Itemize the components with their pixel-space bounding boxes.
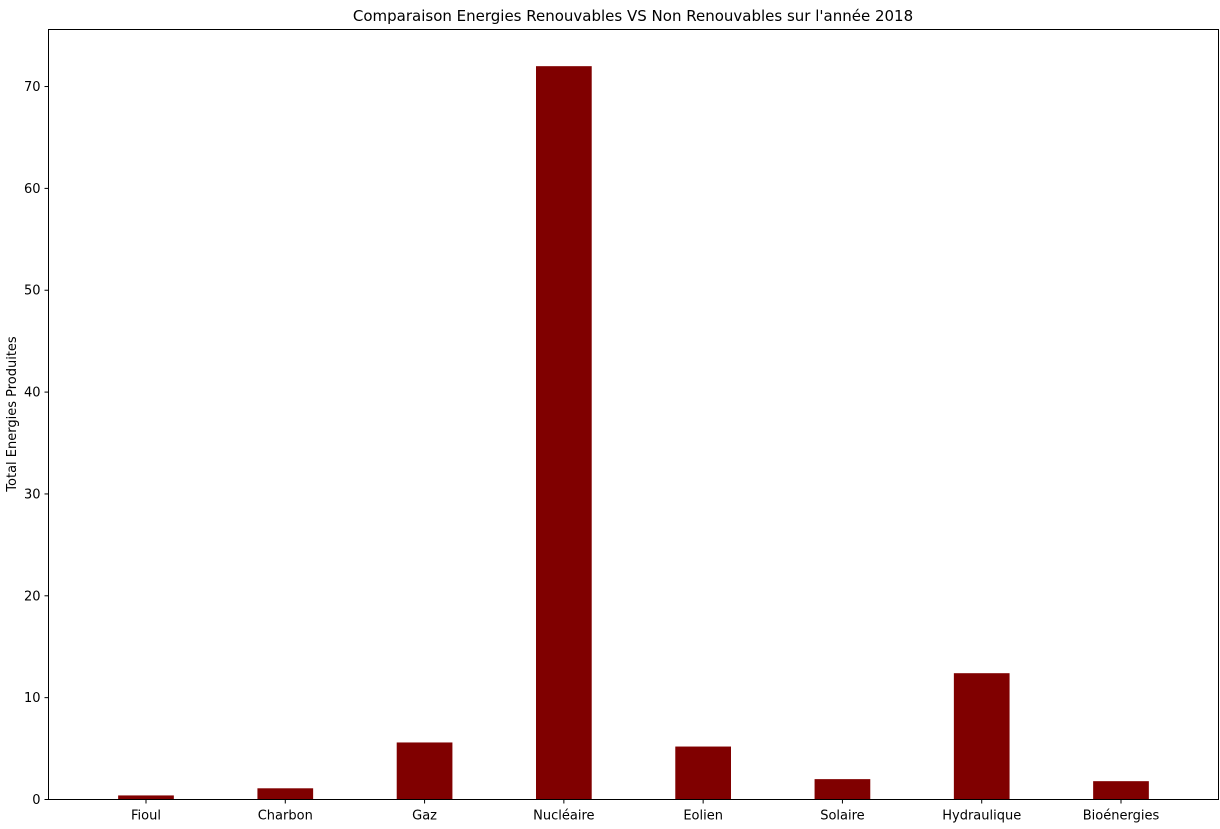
plot-frame [48,29,1219,800]
bar-gaz [396,742,453,800]
chart-title: Comparaison Energies Renouvables VS Non … [353,7,913,25]
y-tick-label: 0 [32,793,40,808]
x-tick-label: Bioénergies [1083,809,1160,824]
x-tick-label: Fioul [131,809,161,824]
bars-layer [118,66,1149,800]
bar-bioénergies [1093,781,1149,800]
x-tick-label: Gaz [412,809,437,824]
y-axis-label: Total Energies Produites [5,336,20,493]
y-tick-label: 10 [24,691,41,706]
bar-eolien [675,746,731,800]
x-tick-label: Nucléaire [533,809,594,824]
y-tick-label: 60 [24,182,41,197]
x-tick-label: Eolien [683,809,723,824]
bar-fioul [118,795,174,800]
y-tick-label: 50 [24,284,41,299]
x-tick-label: Charbon [258,809,313,824]
x-tick-label: Solaire [820,809,864,824]
y-tick-label: 40 [24,386,41,401]
x-tick-label: Hydraulique [942,809,1021,824]
bar-solaire [814,779,871,800]
y-tick-label: 30 [24,487,41,502]
bar-charbon [257,788,314,800]
bar-hydraulique [953,673,1010,800]
bar-nucléaire [536,66,592,800]
y-tick-label: 20 [24,589,41,604]
y-axis-ticks: 0 10 20 30 40 50 60 70 [24,80,49,808]
y-tick-label: 70 [24,80,41,95]
x-axis-ticks: Fioul Charbon Gaz Nucléaire Eolien Solaire Hyd… [131,799,1160,824]
